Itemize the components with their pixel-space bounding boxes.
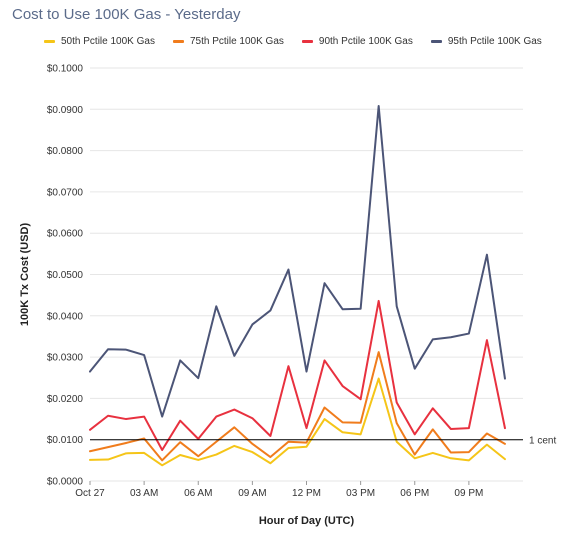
y-axis-title: 100K Tx Cost (USD) (19, 223, 31, 327)
y-tick-label: $0.0200 (47, 394, 84, 405)
series-lines (89, 104, 506, 467)
legend-swatch-p95 (430, 39, 442, 43)
chart-legend: 50th Pctile 100K Gas 75th Pctile 100K Ga… (44, 34, 542, 48)
y-tick-label: $0.0300 (47, 353, 84, 364)
y-tick-label: $0.0100 (47, 435, 84, 446)
x-tick-label: 03 PM (346, 488, 375, 499)
legend-item-p90[interactable]: 90th Pctile 100K Gas (301, 34, 413, 48)
y-axis-ticks: $0.0000 $0.0100 $0.0200 $0.0300 $0.0400 $0.05… (47, 64, 84, 488)
legend-item-p95[interactable]: 95th Pctile 100K Gas (430, 34, 542, 48)
legend-item-p75[interactable]: 75th Pctile 100K Gas (172, 34, 284, 48)
y-tick-label: $0.0800 (47, 146, 84, 157)
y-tick-label: $0.0700 (47, 187, 84, 198)
y-tick-label: $0.0600 (47, 229, 84, 240)
y-tick-label: $0.0000 (47, 477, 84, 488)
x-tick-label: 03 AM (130, 488, 158, 499)
y-tick-label: $0.0500 (47, 270, 84, 281)
x-tick-label: Oct 27 (75, 488, 105, 499)
legend-swatch-p50 (44, 39, 55, 43)
y-tick-label: $0.0900 (47, 105, 84, 116)
legend-swatch-p90 (301, 39, 313, 43)
y-tick-label: $0.1000 (47, 64, 84, 75)
legend-label-p95: 95th Pctile 100K Gas (447, 35, 542, 47)
legend-item-p50[interactable]: 50th Pctile 100K Gas (44, 34, 155, 48)
reference-line-label: 1 cent (529, 436, 556, 447)
x-tick-label: 06 PM (400, 488, 429, 499)
legend-label-p90: 90th Pctile 100K Gas (318, 35, 413, 47)
x-axis-title: Hour of Day (UTC) (259, 515, 355, 527)
x-tick-label: 06 AM (184, 488, 212, 499)
reference-line-group: 1 cent (90, 436, 556, 447)
legend-label-p50: 50th Pctile 100K Gas (61, 35, 155, 47)
series-line (89, 104, 506, 418)
legend-swatch-p75 (172, 39, 184, 43)
series-line (89, 351, 506, 462)
chart-title: Cost to Use 100K Gas - Yesterday (12, 6, 241, 23)
series-line (89, 299, 506, 452)
x-tick-label: 12 PM (292, 488, 321, 499)
legend-label-p75: 75th Pctile 100K Gas (189, 35, 284, 47)
x-axis-ticks: Oct 27 03 AM 06 AM 09 AM 12 PM 03 PM 06 PM 09 P… (75, 481, 483, 499)
x-tick-label: 09 PM (454, 488, 483, 499)
y-tick-label: $0.0400 (47, 311, 84, 322)
grid-lines (90, 67, 523, 482)
x-tick-label: 09 AM (238, 488, 266, 499)
series-line (89, 377, 506, 467)
